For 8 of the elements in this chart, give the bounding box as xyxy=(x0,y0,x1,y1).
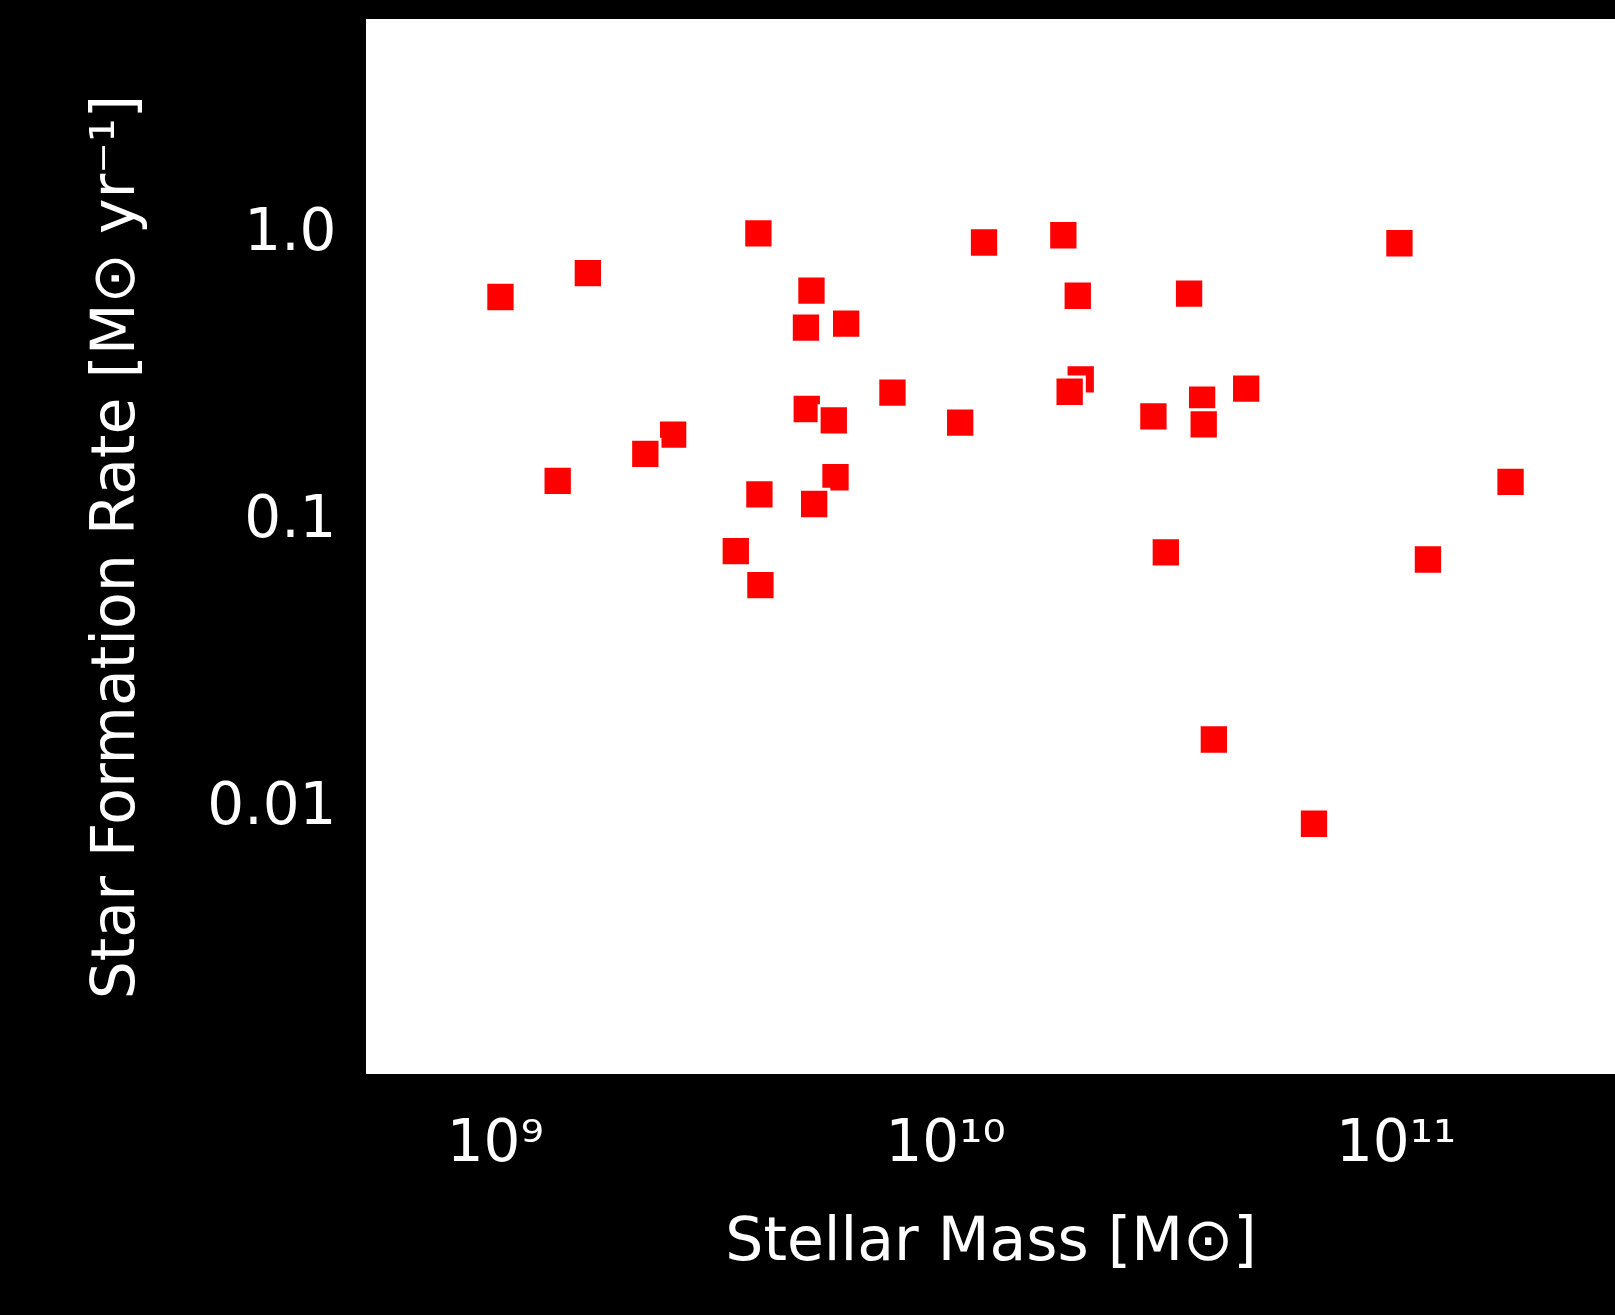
x-tick-label: 10¹⁰ xyxy=(885,1106,1006,1175)
x-axis-title: Stellar Mass [M⊙] xyxy=(725,1203,1257,1274)
x-tick-label: 10⁹ xyxy=(446,1106,544,1175)
y-tick-label: 1.0 xyxy=(244,195,337,264)
y-tick-label: 0.01 xyxy=(207,769,337,838)
y-axis-title: Star Formation Rate [M⊙ yr⁻¹] xyxy=(78,94,149,1000)
y-tick-label: 0.1 xyxy=(244,482,337,551)
x-tick-label: 10¹¹ xyxy=(1335,1106,1457,1175)
